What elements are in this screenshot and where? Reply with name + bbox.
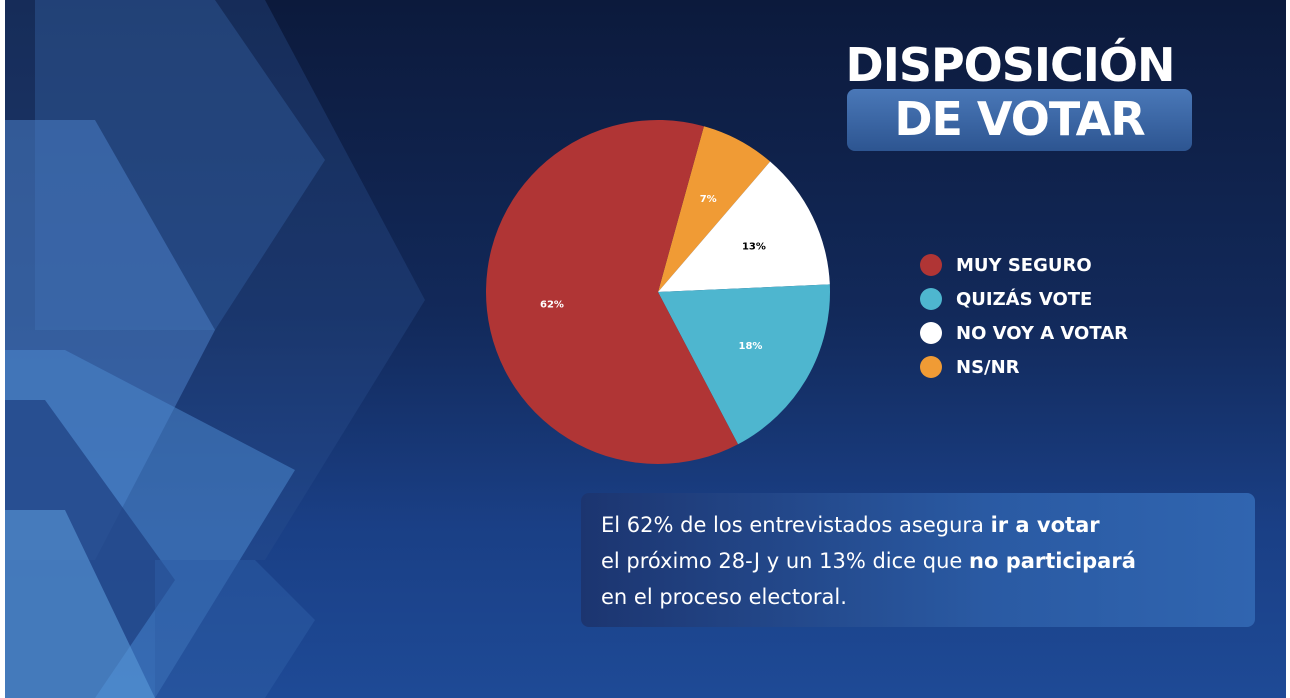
legend-swatch [920,356,942,378]
pie-slice-muy-seguro [485,120,739,464]
pie-chart: 7% 13% 18% 62% [485,120,830,464]
pie-label-ns-nr: 7% [700,194,717,205]
pie-label-quizas-vote: 18% [738,341,762,352]
legend-label: MUY SEGURO [956,254,1092,276]
background-chevron-shapes [5,0,425,698]
pie-label-muy-seguro: 62% [540,299,564,310]
summary-line-1-bold: ir a votar [990,513,1100,537]
legend-label: NS/NR [956,356,1020,378]
legend-swatch [920,254,942,276]
summary-note: El 62% de los entrevistados asegura ir a… [581,493,1255,627]
legend-swatch [920,322,942,344]
legend-item-ns-nr: NS/NR [920,350,1128,384]
title-highlight-bar [847,89,1192,151]
pie-slice-no-voy-a-votar [658,161,830,292]
pie-slice-ns-nr [658,126,771,292]
summary-line-2-text: el próximo 28-J y un 13% dice que [601,549,970,573]
summary-line-2: el próximo 28-J y un 13% dice que no par… [601,543,1235,579]
legend-swatch [920,288,942,310]
title-line1: DISPOSICIÓN [845,38,1176,92]
summary-line-2-bold: no participará [969,549,1136,573]
legend-label: QUIZÁS VOTE [956,288,1093,310]
legend-item-no-voy-a-votar: NO VOY A VOTAR [920,316,1128,350]
legend-item-quizas-vote: QUIZÁS VOTE [920,282,1128,316]
title-line2: DE VOTAR [894,92,1145,146]
legend-label: NO VOY A VOTAR [956,322,1128,344]
pie-label-no-voy-a-votar: 13% [742,241,766,252]
summary-line-1-text: El 62% de los entrevistados asegura [601,513,991,537]
legend-item-muy-seguro: MUY SEGURO [920,248,1128,282]
chart-legend: MUY SEGURO QUIZÁS VOTE NO VOY A VOTAR NS/NR [920,248,1128,384]
slide: DISPOSICIÓN DE VOTAR 7% 13% 18% 62% MUY SEG… [5,0,1286,698]
pie-slice-quizas-vote [658,284,830,445]
title: DISPOSICIÓN DE VOTAR [825,35,1205,155]
summary-line-3: en el proceso electoral. [601,585,847,609]
summary-line-1: El 62% de los entrevistados asegura ir a… [601,507,1235,543]
